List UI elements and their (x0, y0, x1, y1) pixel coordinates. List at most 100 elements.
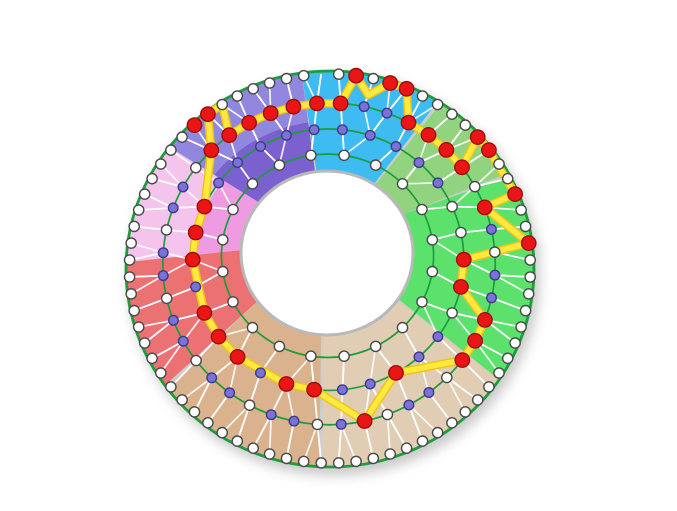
node-white[interactable] (522, 288, 535, 300)
node-purple[interactable] (486, 292, 498, 304)
node-white[interactable] (493, 367, 505, 379)
node-white[interactable] (519, 304, 532, 317)
node-red[interactable] (388, 364, 404, 381)
node-white[interactable] (416, 296, 428, 308)
node-red[interactable] (262, 105, 279, 122)
node-red[interactable] (203, 142, 220, 159)
node-purple[interactable] (288, 415, 300, 427)
node-white[interactable] (125, 288, 137, 300)
node-red[interactable] (187, 224, 204, 241)
node-white[interactable] (176, 131, 188, 143)
node-white[interactable] (426, 233, 439, 246)
node-purple[interactable] (167, 314, 179, 326)
node-white[interactable] (202, 416, 214, 429)
node-white[interactable] (338, 149, 350, 162)
node-red[interactable] (210, 328, 227, 345)
node-purple[interactable] (485, 223, 497, 235)
node-white[interactable] (176, 394, 188, 406)
node-white[interactable] (216, 426, 228, 439)
node-purple[interactable] (232, 157, 244, 169)
node-purple[interactable] (423, 387, 435, 399)
node-purple[interactable] (280, 129, 292, 141)
node-red[interactable] (507, 186, 523, 203)
node-red[interactable] (285, 98, 302, 115)
node-white[interactable] (305, 149, 317, 162)
node-white[interactable] (515, 321, 527, 333)
node-white[interactable] (246, 177, 259, 190)
node-white[interactable] (165, 381, 177, 393)
node-white[interactable] (128, 220, 140, 233)
node-white[interactable] (446, 200, 458, 213)
node-purple[interactable] (390, 140, 402, 152)
node-white[interactable] (297, 69, 310, 82)
node-white[interactable] (190, 354, 202, 367)
node-white[interactable] (189, 161, 202, 174)
node-white[interactable] (188, 406, 201, 418)
node-red[interactable] (332, 95, 349, 112)
node-purple[interactable] (254, 140, 266, 152)
node-purple[interactable] (364, 378, 376, 390)
node-red[interactable] (306, 381, 322, 398)
node-purple[interactable] (358, 101, 370, 113)
node-purple[interactable] (206, 372, 218, 384)
node-red[interactable] (348, 67, 364, 84)
node-white[interactable] (280, 72, 293, 85)
node-white[interactable] (311, 418, 324, 431)
node-red[interactable] (186, 117, 203, 134)
node-white[interactable] (160, 224, 173, 236)
node-white[interactable] (493, 158, 505, 170)
node-white[interactable] (123, 271, 136, 283)
node-white[interactable] (246, 321, 259, 334)
node-purple[interactable] (177, 181, 189, 193)
node-purple[interactable] (336, 384, 348, 396)
node-purple[interactable] (224, 387, 236, 399)
node-purple[interactable] (413, 351, 425, 363)
node-white[interactable] (332, 457, 345, 469)
node-red[interactable] (308, 95, 325, 112)
node-white[interactable] (315, 457, 328, 469)
node-white[interactable] (132, 321, 145, 333)
node-white[interactable] (369, 340, 382, 353)
node-white[interactable] (263, 77, 276, 89)
node-white[interactable] (160, 292, 173, 305)
node-white[interactable] (400, 442, 413, 455)
node-purple[interactable] (167, 202, 179, 214)
node-purple[interactable] (157, 270, 169, 282)
node-white[interactable] (305, 350, 317, 363)
node-red[interactable] (196, 198, 213, 215)
node-white[interactable] (509, 337, 521, 349)
node-white[interactable] (426, 265, 439, 278)
node-white[interactable] (396, 177, 409, 190)
node-purple[interactable] (177, 335, 189, 347)
node-white[interactable] (446, 416, 458, 429)
node-white[interactable] (128, 304, 140, 317)
node-purple[interactable] (335, 418, 347, 430)
node-white[interactable] (416, 203, 428, 216)
node-white[interactable] (243, 399, 256, 412)
node-white[interactable] (138, 337, 151, 349)
node-white[interactable] (416, 435, 429, 447)
node-white[interactable] (297, 455, 310, 468)
node-white[interactable] (431, 426, 444, 439)
node-white[interactable] (396, 321, 409, 334)
node-purple[interactable] (364, 129, 376, 141)
node-red[interactable] (241, 114, 258, 131)
node-purple[interactable] (254, 367, 266, 379)
node-white[interactable] (488, 246, 501, 258)
node-purple[interactable] (213, 177, 225, 189)
node-white[interactable] (227, 203, 239, 216)
node-white[interactable] (123, 254, 136, 266)
node-purple[interactable] (190, 281, 202, 293)
node-white[interactable] (524, 254, 537, 266)
node-white[interactable] (138, 188, 151, 200)
node-white[interactable] (384, 448, 397, 460)
node-red[interactable] (469, 129, 486, 146)
node-purple[interactable] (413, 157, 425, 169)
node-white[interactable] (431, 98, 444, 111)
node-white[interactable] (416, 90, 429, 102)
node-purple[interactable] (432, 177, 444, 189)
node-white[interactable] (471, 394, 484, 406)
node-white[interactable] (227, 296, 239, 308)
node-red[interactable] (229, 348, 246, 365)
node-white[interactable] (146, 352, 158, 365)
